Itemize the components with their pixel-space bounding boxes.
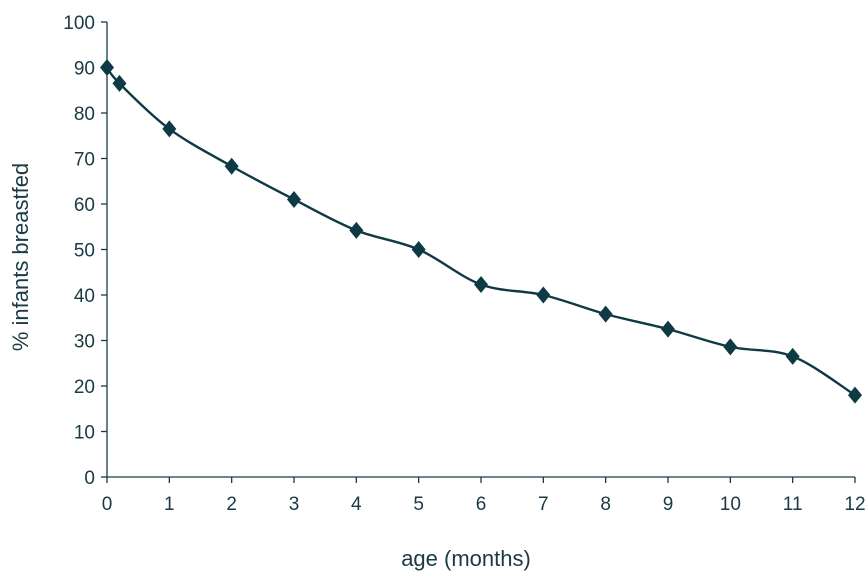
y-tick-label: 0	[84, 468, 95, 489]
x-tick-label: 5	[413, 494, 424, 515]
data-point-marker	[598, 305, 613, 323]
y-tick-label: 90	[74, 59, 95, 80]
x-tick-label: 1	[164, 494, 175, 515]
y-axis-ticks: 0 10 20 30 40 50 60 70 80 90 100	[63, 13, 107, 489]
data-point-marker	[287, 190, 301, 208]
data-point-marker	[723, 338, 738, 356]
data-point-marker	[224, 157, 239, 175]
data-point-marker	[536, 286, 551, 304]
x-tick-label: 8	[600, 494, 611, 515]
y-tick-label: 60	[74, 195, 95, 216]
y-tick-label: 100	[63, 13, 95, 34]
x-axis-title: age (months)	[401, 546, 531, 571]
data-point-marker	[661, 320, 675, 338]
y-tick-label: 70	[74, 150, 95, 171]
y-tick-label: 30	[74, 332, 95, 353]
x-tick-label: 12	[844, 494, 865, 515]
y-tick-label: 80	[74, 104, 95, 125]
x-axis-ticks: 0 1 2 3 4 5 6 7 8 9 10 11 12	[102, 477, 865, 515]
y-tick-label: 10	[74, 423, 95, 444]
y-tick-label: 40	[74, 286, 95, 307]
data-point-marker	[112, 74, 127, 92]
x-tick-label: 2	[226, 494, 237, 515]
data-point-marker	[474, 276, 488, 294]
data-point-marker	[785, 347, 800, 365]
data-point-marker	[100, 59, 114, 76]
x-tick-label: 0	[102, 494, 113, 515]
y-tick-label: 50	[74, 241, 95, 262]
series-markers	[100, 59, 862, 404]
x-tick-label: 10	[720, 494, 741, 515]
series-line	[106, 66, 856, 397]
data-point-marker	[162, 120, 177, 138]
data-point-marker	[848, 386, 862, 404]
x-tick-label: 11	[783, 494, 803, 515]
y-axis-title: % infants breastfed	[8, 163, 33, 351]
x-tick-label: 6	[476, 494, 487, 515]
x-tick-label: 4	[351, 494, 362, 515]
x-tick-label: 3	[289, 494, 300, 515]
y-tick-label: 20	[74, 377, 95, 398]
x-tick-label: 9	[663, 494, 674, 515]
data-point-marker	[411, 241, 426, 258]
data-point-marker	[349, 221, 364, 239]
x-tick-label: 7	[538, 494, 549, 515]
